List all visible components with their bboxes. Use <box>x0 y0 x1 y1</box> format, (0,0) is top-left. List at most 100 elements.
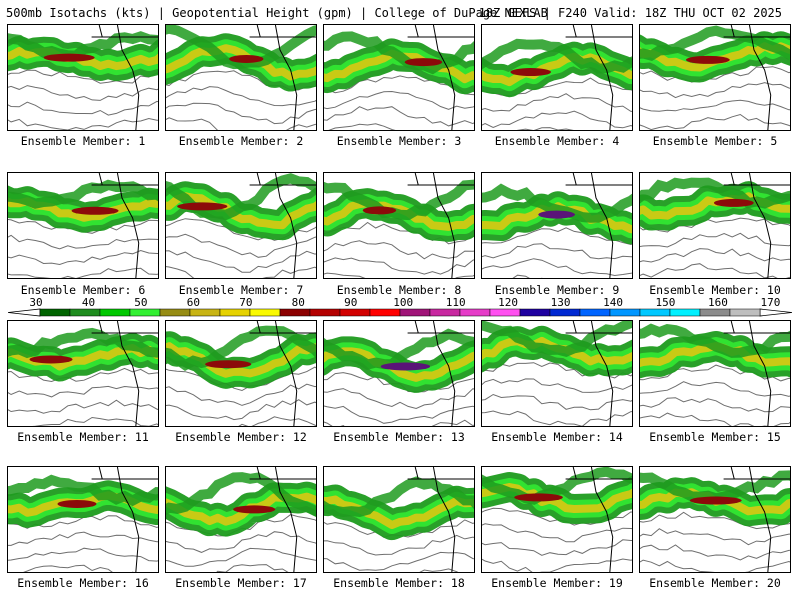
isotach-map <box>482 321 632 426</box>
colorbar-swatch <box>159 308 191 317</box>
jet-max <box>380 362 431 371</box>
height-contour <box>482 110 632 129</box>
colorbar-tick-label: 60 <box>187 297 200 309</box>
header-run-info: 18Z GEFS | F240 Valid: 18Z THU OCT 02 20… <box>478 6 782 20</box>
jet-max <box>57 499 97 508</box>
height-contour <box>166 117 316 130</box>
political-border <box>407 25 474 38</box>
ensemble-panel <box>323 320 475 427</box>
ensemble-member-label: Ensemble Member: 12 <box>175 430 307 444</box>
colorbar-swatch <box>519 308 551 317</box>
colorbar-tick-label: 110 <box>446 297 466 309</box>
political-border <box>249 467 316 480</box>
ensemble-panel <box>481 320 633 427</box>
ensemble-panel <box>639 320 791 427</box>
jet-max <box>205 360 252 369</box>
height-contour <box>482 362 632 379</box>
colorbar-swatch <box>729 308 761 317</box>
political-border <box>565 25 632 38</box>
isotach-map <box>8 467 158 572</box>
height-contour <box>640 232 790 248</box>
height-contour <box>640 248 790 263</box>
jet-band-secondary <box>8 474 158 507</box>
isotach-map <box>8 321 158 426</box>
coastline <box>590 467 614 572</box>
coastline <box>116 25 140 130</box>
header: 500mb Isotachs (kts) | Geopotential Heig… <box>6 4 796 22</box>
colorbar-swatch <box>489 308 521 317</box>
ensemble-member-label: Ensemble Member: 10 <box>649 283 781 297</box>
jet-max <box>233 505 276 514</box>
height-contour <box>482 558 632 572</box>
political-border <box>91 467 158 480</box>
coastline <box>274 25 298 130</box>
height-contour <box>324 419 474 426</box>
coastline <box>432 467 456 572</box>
jet-max <box>177 202 228 211</box>
height-contour <box>324 272 474 278</box>
height-contour <box>8 249 158 266</box>
jet-max <box>713 198 754 207</box>
ensemble-panel <box>481 466 633 573</box>
colorbar-swatch <box>249 308 281 317</box>
height-contour <box>166 266 316 278</box>
ensemble-panel <box>165 172 317 279</box>
jet-band-core <box>324 199 474 231</box>
coastline <box>748 467 772 572</box>
height-contour <box>482 393 632 411</box>
coastline <box>432 321 456 426</box>
jet-band-core <box>8 47 158 71</box>
jet-band-secondary <box>324 476 474 518</box>
height-contour <box>482 243 632 260</box>
height-contour <box>324 534 474 556</box>
colorbar-swatch <box>429 308 461 317</box>
coastline <box>116 173 140 278</box>
ensemble-member-label: Ensemble Member: 8 <box>336 283 462 297</box>
political-border <box>249 25 316 38</box>
colorbar-swatch <box>219 308 251 317</box>
coastline <box>274 467 298 572</box>
ensemble-panel <box>639 24 791 131</box>
ensemble-panel <box>639 466 791 573</box>
colorbar-tick-label: 70 <box>239 297 252 309</box>
height-contour <box>324 90 474 110</box>
jet-band-secondary <box>640 25 790 62</box>
jet-band-secondary <box>166 25 316 70</box>
colorbar-tick-label: 90 <box>344 297 357 309</box>
height-contour <box>640 511 790 530</box>
height-contour <box>166 366 316 392</box>
colorbar-tick-label: 170 <box>760 297 780 309</box>
ensemble-panel <box>639 172 791 279</box>
colorbar-arrow-left <box>8 308 41 317</box>
colorbar-tick-label: 140 <box>603 297 623 309</box>
ensemble-member-label: Ensemble Member: 15 <box>649 430 781 444</box>
height-contour <box>8 267 158 278</box>
height-contour <box>328 123 396 130</box>
colorbar-swatch <box>579 308 611 317</box>
colorbar-swatch <box>549 308 581 317</box>
jet-band-core <box>324 495 474 529</box>
ensemble-panel <box>7 466 159 573</box>
jet-max <box>229 54 264 63</box>
ensemble-member-label: Ensemble Member: 6 <box>20 283 146 297</box>
colorbar-tick-label: 80 <box>292 297 305 309</box>
jet-max <box>362 206 397 215</box>
ensemble-panel <box>165 466 317 573</box>
height-contour <box>640 99 790 112</box>
political-border <box>407 467 474 480</box>
ensemble-panel <box>323 466 475 573</box>
ensemble-member-label: Ensemble Member: 2 <box>178 134 304 148</box>
political-border <box>91 173 158 186</box>
height-contour <box>482 93 632 112</box>
coastline <box>748 25 772 130</box>
coastline <box>748 173 772 278</box>
height-contour <box>8 547 158 562</box>
jet-max <box>685 55 730 64</box>
height-contour <box>8 367 158 383</box>
jet-max <box>71 206 119 215</box>
ensemble-member-label: Ensemble Member: 7 <box>178 283 304 297</box>
height-contour <box>640 113 790 130</box>
ensemble-member-label: Ensemble Member: 4 <box>494 134 620 148</box>
height-contour <box>8 234 158 250</box>
height-contour <box>166 547 316 567</box>
